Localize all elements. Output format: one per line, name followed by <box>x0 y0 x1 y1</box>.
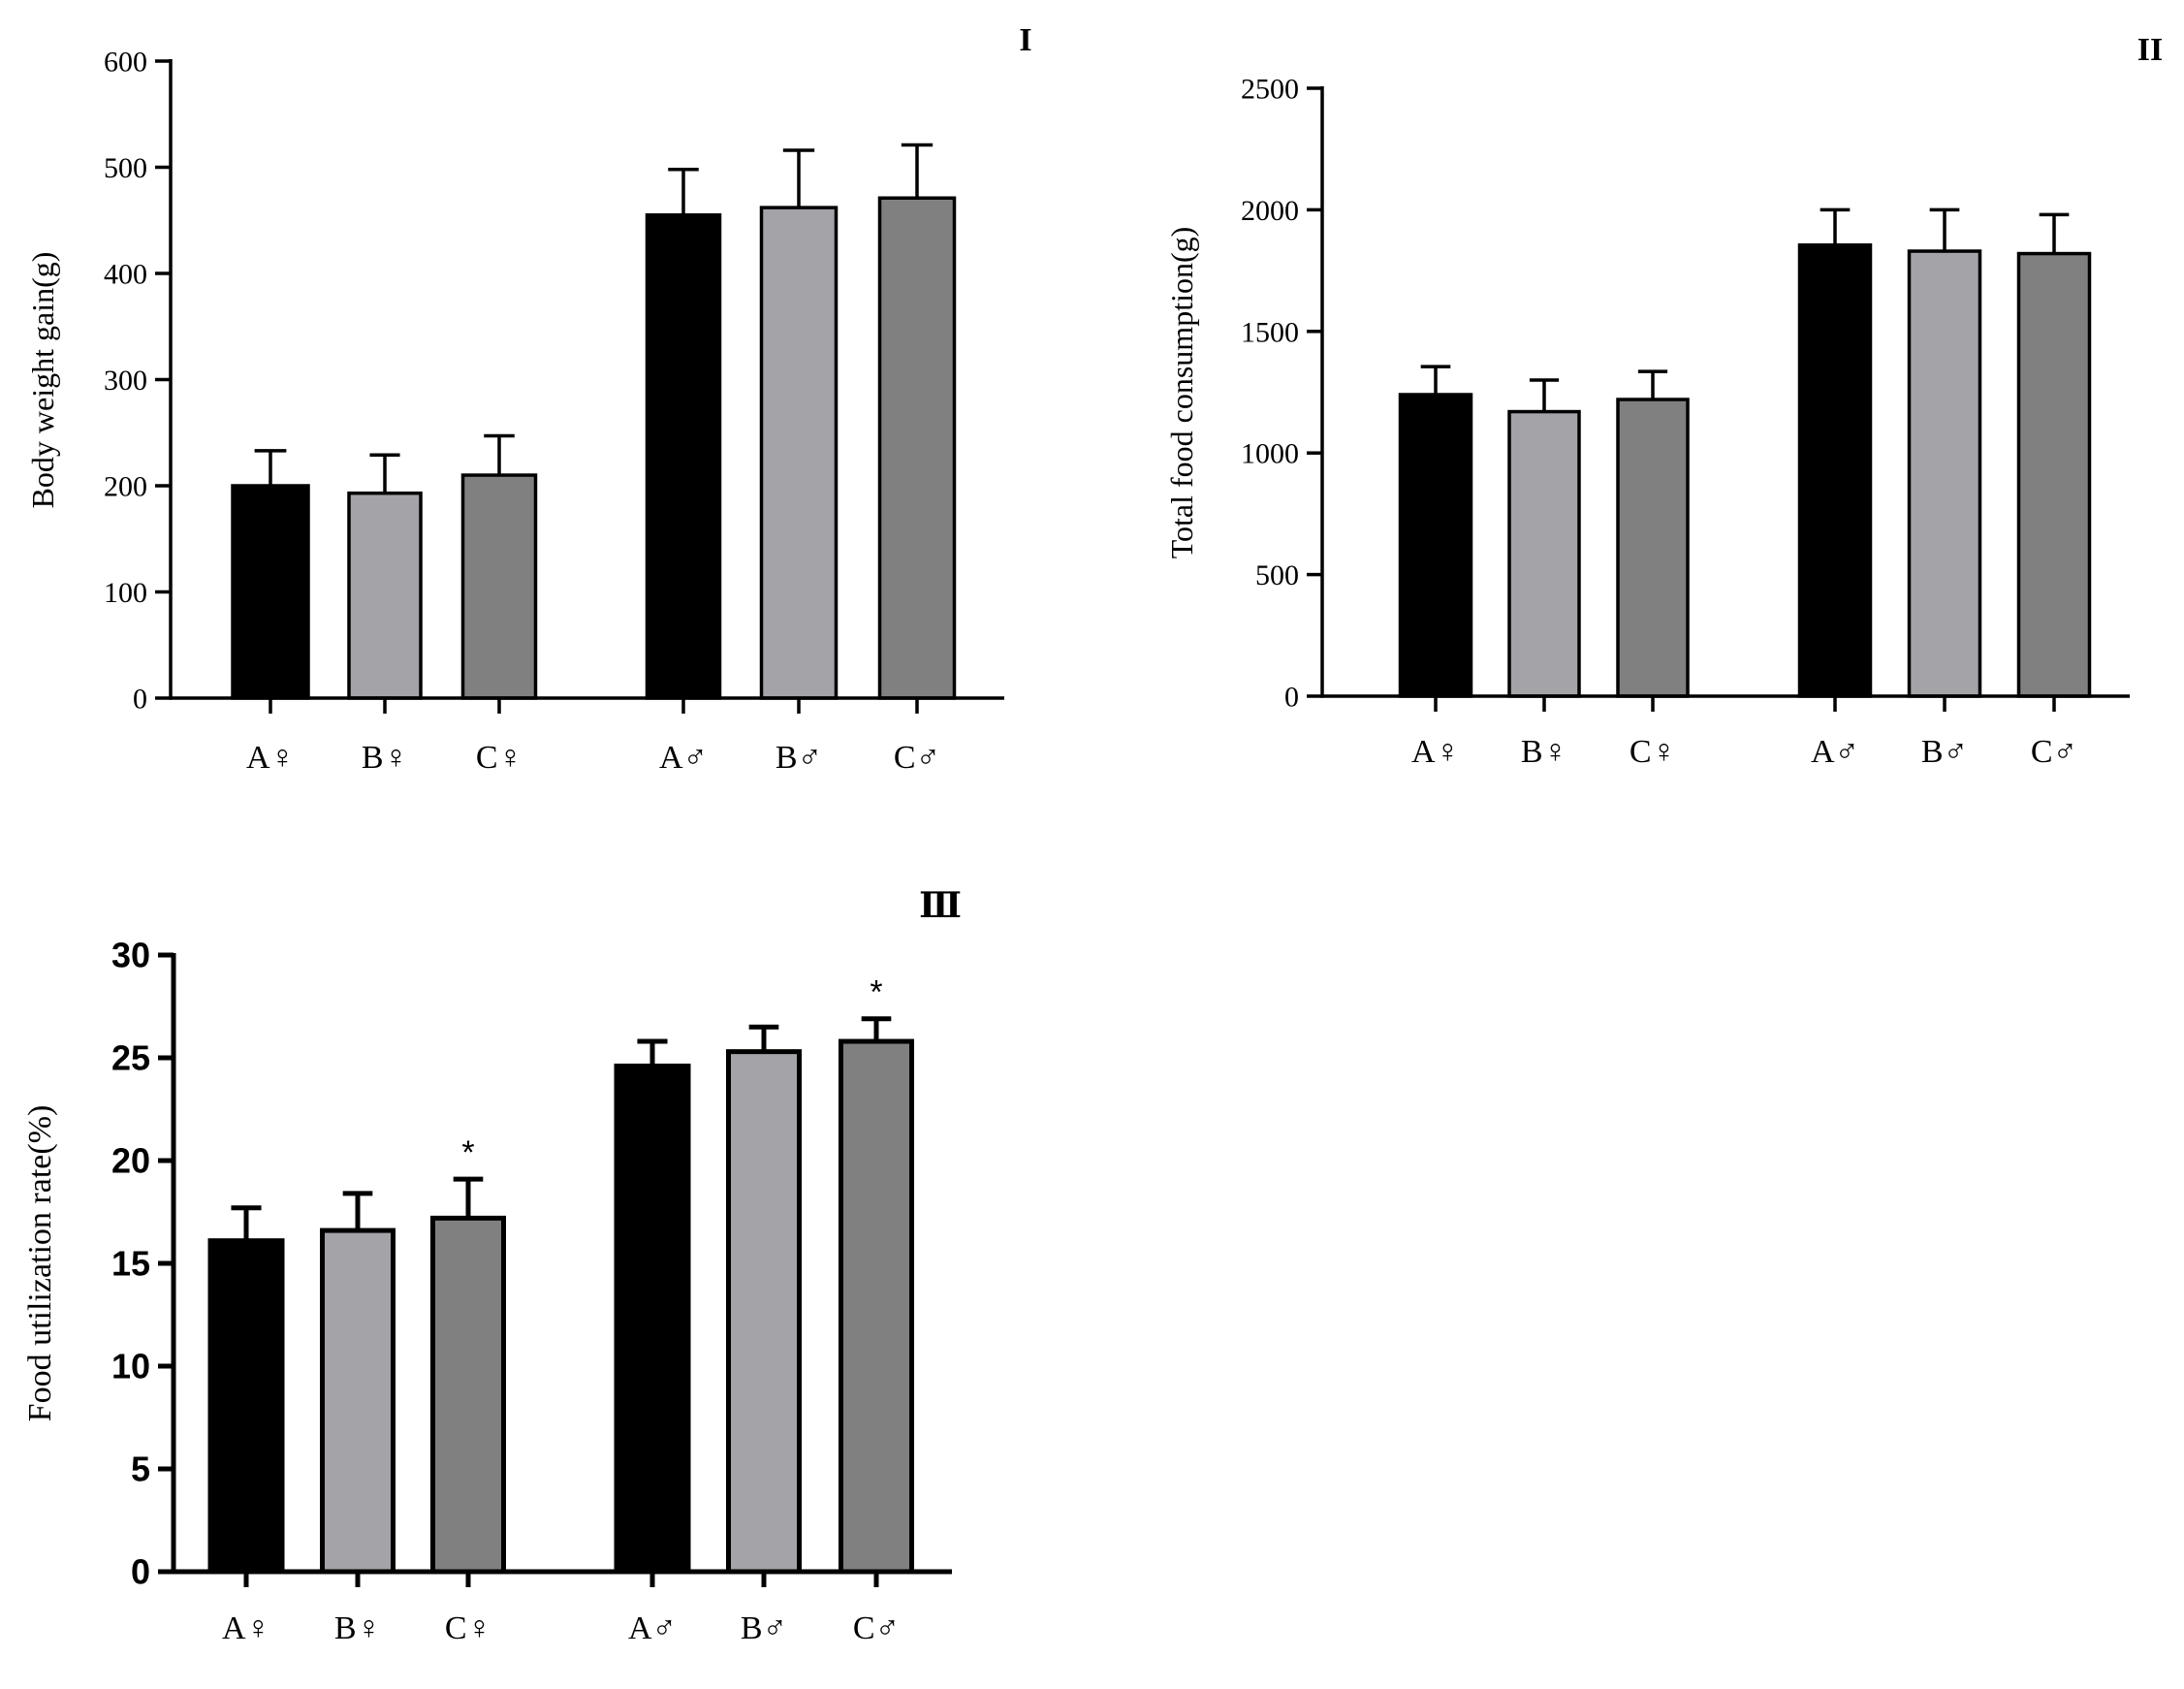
x-category-label-5: C♂ <box>894 740 940 776</box>
bar-2 <box>460 473 538 700</box>
y-tick-label-5: 25 <box>111 1038 150 1078</box>
bar-3 <box>645 213 722 700</box>
y-tick-label-5: 2500 <box>1241 74 1299 106</box>
y-tick-label-2: 1000 <box>1241 438 1299 470</box>
y-tick-label-1: 500 <box>1255 559 1299 591</box>
y-tick-label-0: 0 <box>131 1552 150 1592</box>
y-tick-label-6: 600 <box>104 47 147 79</box>
y-axis-title: Food utilization rate(%) <box>22 1105 58 1422</box>
y-tick-label-1: 5 <box>131 1450 150 1489</box>
x-category-label-1: B♀ <box>1521 734 1567 770</box>
y-tick-label-1: 100 <box>104 577 147 609</box>
x-category-label-3: A♂ <box>659 740 708 776</box>
y-tick-label-3: 300 <box>104 365 147 397</box>
x-category-label-1: B♀ <box>362 740 408 776</box>
bar-5 <box>2016 251 2092 698</box>
y-tick-label-5: 500 <box>104 152 147 184</box>
y-tick-label-2: 200 <box>104 471 147 503</box>
bar-4 <box>759 206 839 700</box>
bar-3 <box>614 1063 691 1575</box>
x-category-label-4: B♂ <box>775 740 822 776</box>
y-tick-label-0: 0 <box>1284 682 1299 714</box>
bar-1 <box>1507 409 1581 698</box>
chart-panel-ii: 0 500 1000 1500 2000 2500 A♀ B♀ C♀ A♂ B♂ C♂ Total fo… <box>1164 32 2163 770</box>
x-category-label-1: B♀ <box>334 1610 381 1646</box>
panel-label: Ⅲ <box>919 886 962 925</box>
bar-1 <box>347 491 423 700</box>
y-tick-label-4: 2000 <box>1241 195 1299 227</box>
panel-label: II <box>2137 32 2163 68</box>
x-category-label-4: B♂ <box>1921 734 1968 770</box>
bar-5 <box>839 1038 914 1575</box>
y-axis-title: Body weight gain(g) <box>25 252 60 509</box>
bar-2 <box>430 1215 506 1575</box>
bar-1 <box>320 1227 396 1575</box>
x-category-label-0: A♀ <box>246 740 295 776</box>
chart-panel-i: 0 100 200 300 400 500 600 A♀ B♀ C♀ A♂ B♂ C♂ Body weig… <box>25 22 1032 776</box>
bar-5 <box>877 196 957 700</box>
x-category-label-2: C♀ <box>476 740 522 776</box>
y-axis-title: Total food consumption(g) <box>1164 227 1199 559</box>
y-tick-label-3: 15 <box>111 1244 150 1284</box>
bar-2 <box>1616 398 1690 698</box>
x-category-label-4: B♂ <box>741 1610 787 1646</box>
y-tick-label-4: 20 <box>111 1141 150 1181</box>
panel-label: I <box>1019 22 1031 58</box>
bar-0 <box>231 484 310 700</box>
significance-mark-5: * <box>870 974 882 1011</box>
y-tick-label-0: 0 <box>133 684 147 716</box>
x-category-label-5: C♂ <box>2031 734 2077 770</box>
bar-4 <box>726 1049 802 1575</box>
bar-0 <box>207 1238 285 1575</box>
x-category-label-0: A♀ <box>222 1610 270 1646</box>
x-category-label-5: C♂ <box>853 1610 900 1646</box>
y-tick-label-2: 10 <box>111 1347 150 1386</box>
bar-3 <box>1797 243 1873 698</box>
y-tick-label-4: 400 <box>104 259 147 291</box>
x-category-label-2: C♀ <box>445 1610 491 1646</box>
x-category-label-0: A♀ <box>1411 734 1460 770</box>
y-tick-label-3: 1500 <box>1241 316 1299 348</box>
x-category-label-3: A♂ <box>1811 734 1859 770</box>
bar-0 <box>1398 393 1473 698</box>
chart-panel-iii: * * 0 5 10 15 20 25 30 A♀ B♀ C♀ A♂ B♂ C♂ Food utilizati… <box>22 886 962 1646</box>
x-category-label-2: C♀ <box>1630 734 1676 770</box>
bar-4 <box>1907 249 1982 698</box>
significance-mark-2: * <box>461 1134 474 1171</box>
x-category-label-3: A♂ <box>628 1610 677 1646</box>
y-tick-label-6: 30 <box>111 936 150 975</box>
